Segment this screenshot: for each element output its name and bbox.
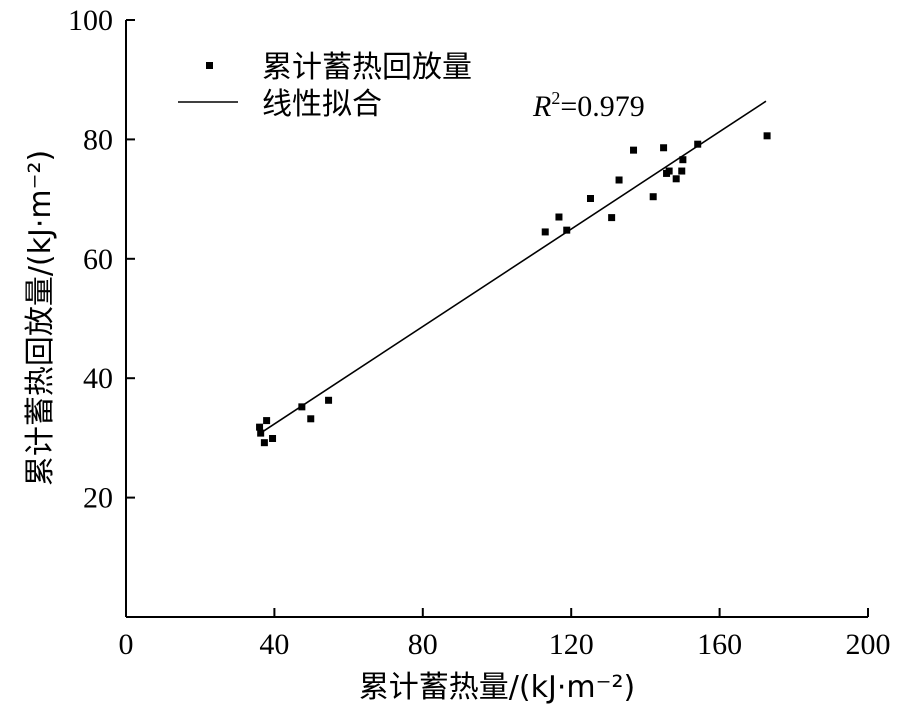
data-point	[586, 195, 594, 203]
y-tick-label: 60	[83, 243, 113, 276]
data-point	[325, 396, 333, 404]
fit-line	[257, 100, 767, 436]
data-point	[678, 167, 686, 175]
data-point	[263, 417, 271, 425]
y-tick-label: 20	[83, 482, 113, 515]
data-point	[672, 175, 680, 183]
x-tick-label: 160	[697, 628, 742, 661]
data-point	[763, 132, 771, 140]
data-point	[608, 214, 616, 222]
data-point	[257, 429, 265, 437]
data-point	[541, 228, 549, 236]
data-point	[260, 439, 268, 447]
x-tick-label: 200	[846, 628, 891, 661]
x-tick-label: 40	[259, 628, 289, 661]
legend-marker-square	[206, 62, 213, 69]
data-point	[649, 193, 657, 201]
data-point	[555, 213, 563, 221]
r-superscript: 2	[551, 88, 560, 108]
data-point	[298, 403, 306, 411]
legend-label-scatter: 累计蓄热回放量	[262, 50, 472, 85]
y-axis-title: 累计蓄热回放量/(kJ·m⁻²)	[23, 150, 58, 486]
data-point	[630, 146, 638, 154]
x-tick-label: 80	[408, 628, 438, 661]
ticks: 0 40 80 120 160 200 20 40 60 80 100	[68, 4, 891, 661]
data-point	[563, 226, 571, 234]
data-point	[660, 144, 668, 152]
r-squared-value: =0.979	[560, 90, 644, 123]
plot-area: 0 40 80 120 160 200 20 40 60 80 100	[68, 4, 891, 661]
data-point	[256, 423, 264, 431]
r-symbol: R	[532, 90, 551, 123]
data-point	[665, 167, 673, 175]
fit-line-layer	[257, 100, 767, 436]
y-tick-label: 80	[83, 123, 113, 156]
data-point	[269, 434, 277, 442]
legend-label-fit: 线性拟合	[262, 87, 382, 122]
r-squared-annotation: R2=0.979	[532, 88, 645, 123]
x-tick-label: 120	[549, 628, 594, 661]
data-points	[256, 132, 771, 447]
y-tick-label: 100	[68, 4, 113, 37]
x-tick-label: 0	[119, 628, 134, 661]
data-point	[307, 415, 315, 423]
x-axis-title: 累计蓄热量/(kJ·m⁻²)	[359, 670, 635, 705]
data-point	[679, 156, 687, 164]
legend: 累计蓄热回放量 线性拟合	[178, 50, 472, 122]
data-point	[694, 140, 702, 148]
y-tick-label: 40	[83, 362, 113, 395]
data-point	[615, 176, 623, 184]
